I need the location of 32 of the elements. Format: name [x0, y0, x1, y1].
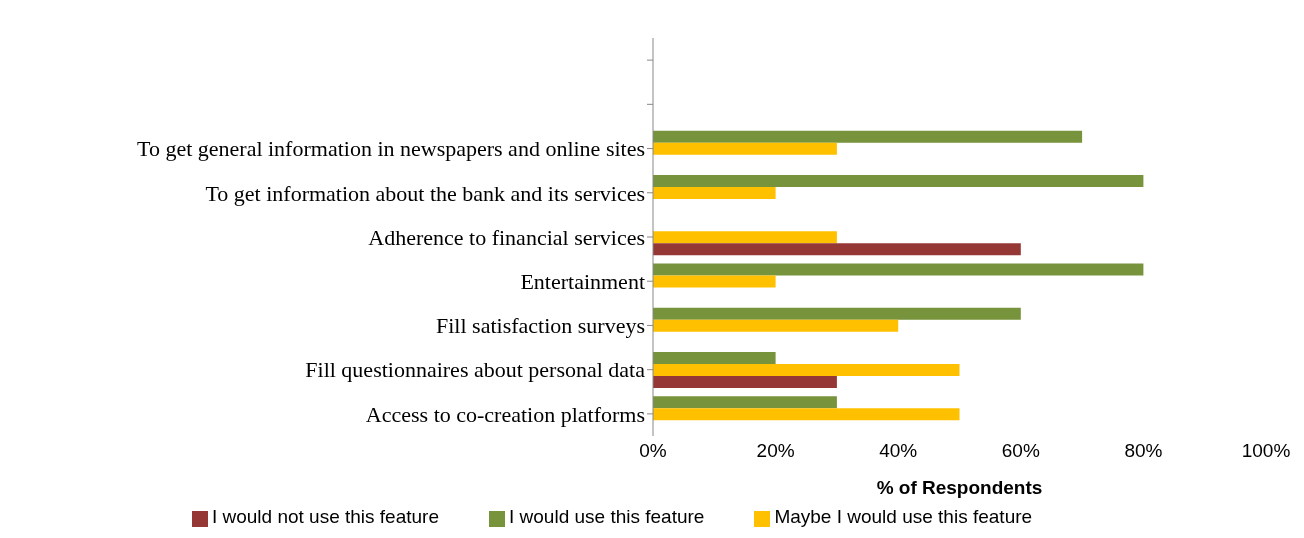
y-tick-label: Fill satisfaction surveys [436, 313, 645, 339]
x-tick-label: 100% [1241, 440, 1291, 462]
y-tick-label: Entertainment [520, 269, 645, 295]
x-tick-label: 80% [1124, 440, 1163, 462]
bar [653, 243, 1021, 256]
bar [653, 363, 960, 376]
bar [653, 142, 837, 155]
bar [653, 231, 837, 244]
bar [653, 263, 1144, 276]
bar [653, 307, 1021, 320]
x-axis-title: % of Respondents [876, 477, 1043, 498]
x-tick-label: 20% [756, 440, 795, 462]
bar [653, 375, 837, 388]
bar [653, 351, 776, 364]
legend-label: Maybe I would use this feature [774, 506, 1033, 527]
x-tick-label: 40% [879, 440, 918, 462]
y-tick-label: Access to co-creation platforms [365, 401, 645, 427]
legend-label: I would use this feature [509, 506, 705, 527]
bar [653, 187, 776, 200]
legend-label: I would not use this feature [211, 506, 439, 527]
bar [653, 130, 1083, 143]
y-tick-label: Adherence to financial services [368, 224, 645, 250]
y-tick-label: To get information about the bank and its services [205, 180, 645, 206]
bar [653, 319, 899, 332]
y-tick-label: To get general information in newspapers and online sites [137, 136, 645, 162]
bar [653, 275, 776, 288]
bar [653, 396, 837, 409]
y-tick-label: Fill questionnaires about personal data [305, 357, 646, 383]
bar [653, 408, 960, 421]
bar [653, 175, 1144, 188]
x-tick-label: 60% [1001, 440, 1040, 462]
x-tick-label: 0% [639, 440, 667, 462]
